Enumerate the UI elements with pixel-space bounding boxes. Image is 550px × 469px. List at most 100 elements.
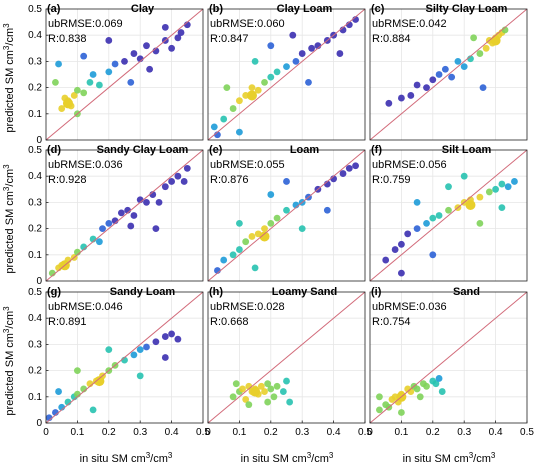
y-tick-label: 0.3	[28, 56, 42, 67]
panel-i: 0 0.1 0.2 0.3 0.4 0.5 (i) Sand ubRMSE:0.036 R:0.7…	[367, 286, 534, 438]
data-point	[168, 178, 176, 185]
y-axis-label-middle: predicted SM cm3/cm3	[2, 164, 17, 274]
data-point	[323, 206, 331, 214]
data-point	[239, 385, 246, 393]
y-tick-label: 0.1	[28, 109, 42, 120]
y-tick-label: 0.4	[28, 171, 42, 182]
r-label: R:0.759	[372, 174, 411, 186]
data-point	[482, 44, 490, 52]
data-point	[261, 388, 268, 395]
plot-frame	[45, 149, 204, 282]
ubrmse-label: ubRMSE:0.036	[372, 301, 447, 313]
data-point	[385, 99, 393, 107]
data-point	[80, 52, 88, 60]
ubrmse-label: ubRMSE:0.036	[48, 159, 123, 171]
data-point	[210, 123, 218, 131]
data-point	[130, 212, 138, 219]
data-point	[99, 225, 106, 233]
x-tick-label: 0	[205, 427, 211, 438]
ubrmse-label: ubRMSE:0.042	[372, 18, 447, 30]
data-point	[416, 393, 424, 401]
panel-title: Clay	[131, 3, 155, 15]
data-point	[476, 50, 484, 57]
data-point	[127, 222, 135, 230]
data-point	[264, 380, 272, 388]
y-tick-label: 0.2	[28, 366, 42, 377]
data-point	[180, 178, 188, 185]
y-tick-label: 0.3	[28, 339, 42, 350]
data-point	[232, 380, 240, 388]
data-point	[236, 246, 243, 253]
panel-title: Sand	[453, 286, 480, 298]
panel-b: (b) Clay Loam ubRMSE:0.060 R:0.847	[207, 3, 366, 141]
data-point	[298, 225, 306, 233]
panel-c: (c) Silty Clay Loam ubRMSE:0.042 R:0.884	[369, 3, 528, 141]
data-point	[286, 398, 294, 406]
x-tick-label: 0.2	[102, 427, 116, 438]
data-point	[492, 185, 499, 193]
x-tick-label: 0.1	[70, 427, 84, 438]
data-point	[267, 42, 275, 50]
data-point	[161, 333, 169, 340]
data-point	[391, 246, 399, 253]
ubrmse-label: ubRMSE:0.055	[210, 159, 285, 171]
data-point	[435, 71, 443, 78]
y-tick-label: 0	[36, 418, 42, 429]
panel-letter: (a)	[47, 3, 61, 15]
r-label: R:0.754	[372, 316, 411, 328]
data-point	[398, 409, 405, 416]
panel-e: (e) Loam ubRMSE:0.055 R:0.876	[207, 144, 366, 282]
r-label: R:0.884	[372, 33, 411, 45]
r-label: R:0.838	[48, 33, 87, 45]
density-peak-point	[62, 98, 73, 109]
data-point	[435, 375, 443, 382]
y-axis-label-bottom: predicted SM cm3/cm3	[2, 306, 17, 416]
data-point	[248, 84, 256, 91]
data-point	[423, 219, 430, 227]
one-to-one-line	[369, 8, 528, 141]
data-point	[413, 81, 421, 89]
data-point	[111, 60, 119, 68]
data-point	[236, 128, 243, 136]
density-peak-point	[490, 35, 501, 46]
y-tick-label: 0.4	[28, 313, 42, 324]
data-point	[292, 58, 300, 65]
ubrmse-label: ubRMSE:0.056	[372, 159, 447, 171]
ubrmse-label: ubRMSE:0.060	[210, 18, 285, 30]
plot-frame	[369, 149, 528, 282]
r-label: R:0.668	[210, 316, 249, 328]
data-point	[143, 42, 150, 50]
data-point	[130, 351, 138, 359]
panel-title: Silt Loam	[442, 144, 492, 156]
data-point	[289, 31, 297, 39]
panel-d: 0 0.1 0.2 0.3 0.4 0.5 (d) Sandy Clay Loam ubRMSE…	[28, 144, 204, 287]
data-point	[308, 44, 316, 52]
data-point	[220, 256, 228, 264]
data-point	[336, 50, 344, 57]
panel-title: Loamy Sand	[272, 286, 337, 298]
data-point	[152, 338, 160, 346]
data-point	[229, 105, 237, 112]
data-point	[89, 406, 97, 414]
panel-title: Silty Clay Loam	[426, 3, 508, 15]
data-point	[89, 71, 97, 78]
data-point	[55, 60, 62, 68]
data-point	[470, 34, 478, 42]
data-point	[168, 44, 176, 52]
data-point	[70, 92, 78, 99]
data-point	[283, 63, 290, 71]
data-point	[174, 34, 182, 42]
data-point	[479, 84, 487, 91]
x-tick-label: 0.3	[457, 427, 471, 438]
data-point	[136, 346, 144, 354]
data-point	[74, 86, 81, 94]
r-label: R:0.891	[48, 316, 87, 328]
x-tick-label: 0.3	[295, 427, 309, 438]
y-tick-label: 0.2	[28, 83, 42, 94]
data-point	[445, 206, 452, 214]
data-point	[95, 81, 103, 89]
data-point	[432, 380, 440, 388]
panel-grid: 0 0.1 0.2 0.3 0.4 0.5 (a) Clay ubRMSE:0.069 R:0.8…	[28, 3, 534, 438]
data-point	[267, 219, 275, 227]
x-tick-label: 0.2	[264, 427, 278, 438]
